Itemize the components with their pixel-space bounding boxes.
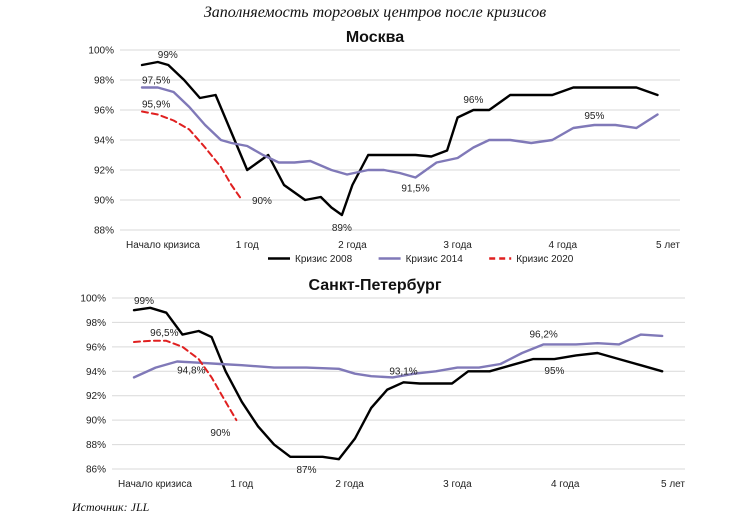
data-label: 95%: [584, 111, 604, 122]
y-tick-label: 100%: [80, 294, 106, 305]
x-tick-label: 4 года: [551, 479, 580, 490]
y-tick-label: 88%: [94, 226, 114, 237]
x-tick-label: 3 года: [443, 479, 472, 490]
chart-moscow: Москва 88% 90% 92% 94% 96% 98% 100% Начало кризи…: [88, 29, 680, 265]
y-tick-label: 98%: [86, 318, 106, 329]
x-tick-label: Начало кризиса: [126, 240, 200, 251]
legend-label: Кризис 2008: [295, 254, 353, 265]
data-label: 96%: [463, 95, 483, 106]
data-label: 96,2%: [529, 329, 557, 340]
data-label: 96,5%: [150, 328, 178, 339]
x-tick-label: 5 лет: [661, 479, 685, 490]
y-tick-label: 90%: [86, 416, 106, 427]
y-tick-label: 94%: [94, 136, 114, 147]
series-line: [132, 333, 664, 379]
data-label: 97,5%: [142, 76, 170, 87]
series-line: [140, 60, 659, 217]
y-tick-label: 90%: [94, 196, 114, 207]
x-tick-label: 5 лет: [656, 240, 680, 251]
x-tick-label: Начало кризиса: [118, 479, 192, 490]
series-line: [140, 86, 659, 179]
chart-main-title: Заполняемость торговых центров после кри…: [203, 4, 547, 21]
data-label: 93,1%: [389, 366, 417, 377]
series-line: [132, 306, 664, 461]
x-tick-label: 2 года: [335, 479, 364, 490]
legend-label: Кризис 2020: [516, 254, 574, 265]
series-line: [141, 110, 243, 201]
data-label: 95%: [544, 366, 564, 377]
y-tick-label: 86%: [86, 465, 106, 476]
series-line: [133, 339, 238, 422]
legend-label: Кризис 2014: [406, 254, 464, 265]
data-label: 91,5%: [401, 184, 429, 195]
y-tick-label: 98%: [94, 76, 114, 87]
x-tick-label: 3 года: [443, 240, 472, 251]
y-tick-label: 96%: [86, 342, 106, 353]
data-label: 95,9%: [142, 100, 170, 111]
y-tick-label: 92%: [86, 391, 106, 402]
chart-title: Москва: [346, 29, 404, 46]
chart-spb: Санкт-Петербург 86% 88% 90% 92% 94% 96% 98% 100%…: [80, 277, 685, 490]
y-tick-label: 100%: [88, 46, 114, 57]
data-label: 94,8%: [177, 366, 205, 377]
chart-title: Санкт-Петербург: [309, 277, 442, 294]
data-label: 99%: [134, 296, 154, 307]
data-label: 99%: [158, 50, 178, 61]
y-tick-label: 94%: [86, 367, 106, 378]
data-label: 90%: [210, 428, 230, 439]
data-label: 89%: [332, 223, 352, 234]
y-tick-label: 96%: [94, 106, 114, 117]
x-tick-label: 1 год: [236, 240, 259, 251]
data-label: 90%: [252, 196, 272, 207]
x-tick-label: 2 года: [338, 240, 367, 251]
x-tick-label: 1 год: [230, 479, 253, 490]
source-note: Источник: JLL: [72, 500, 150, 514]
x-tick-label: 4 года: [549, 240, 578, 251]
y-tick-label: 88%: [86, 440, 106, 451]
y-tick-label: 92%: [94, 166, 114, 177]
data-label: 87%: [296, 465, 316, 476]
